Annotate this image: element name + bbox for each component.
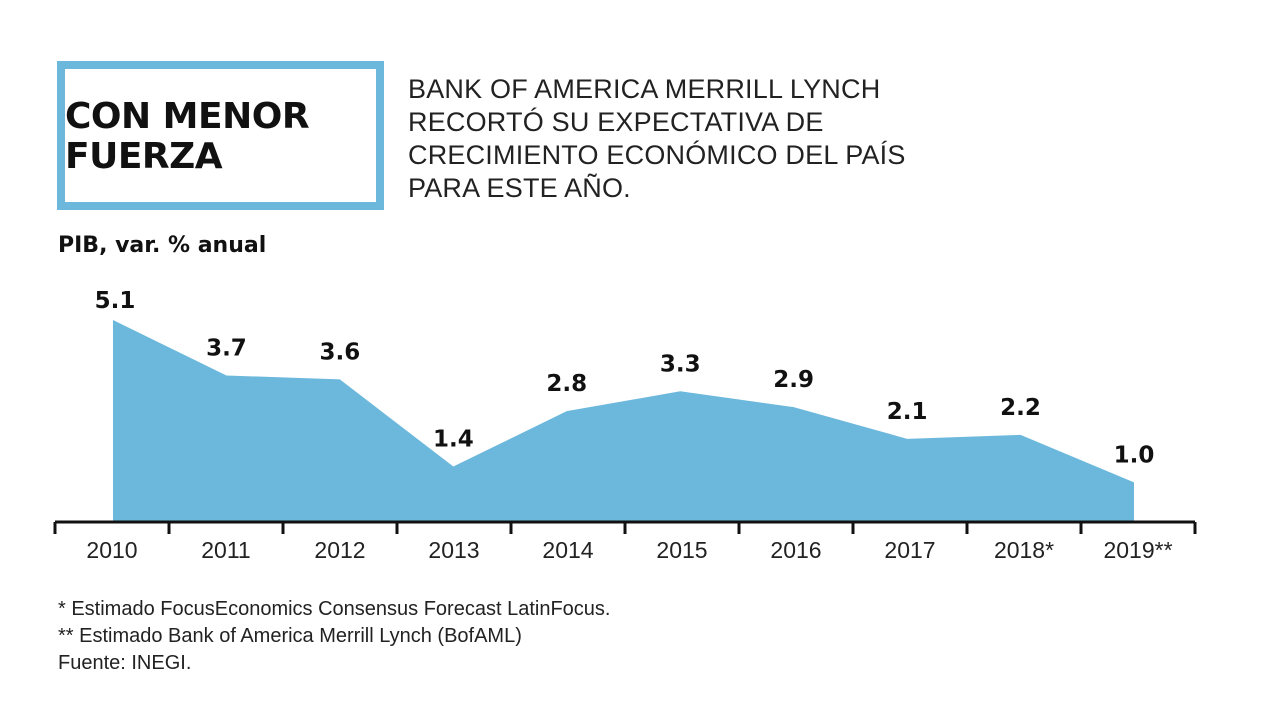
series-area: [113, 320, 1134, 522]
chart-subtitle: BANK OF AMERICA MERRILL LYNCH RECORTÓ SU…: [408, 74, 906, 203]
x-tick-label-2017: 2017: [884, 537, 935, 563]
footnote-source: Fuente: INEGI.: [58, 652, 192, 674]
value-label-2019: 1.0: [1114, 442, 1155, 468]
value-label-2014: 2.8: [546, 371, 587, 397]
value-label-2017: 2.1: [887, 399, 928, 425]
value-label-2011: 3.7: [206, 335, 247, 361]
x-tick-label-2015: 2015: [656, 537, 707, 563]
footnote-estimate-focus: * Estimado FocusEconomics Consensus Fore…: [58, 598, 611, 620]
value-label-2016: 2.9: [773, 367, 814, 393]
value-label-2018: 2.2: [1000, 395, 1041, 421]
title-box: CON MENOR FUERZA: [57, 61, 384, 210]
x-tick-label-2013: 2013: [428, 537, 479, 563]
x-tick-label-2014: 2014: [542, 537, 593, 563]
value-label-2013: 1.4: [433, 427, 474, 453]
value-label-2010: 5.1: [95, 288, 136, 314]
footnote-estimate-bofaml: ** Estimado Bank of America Merrill Lync…: [58, 625, 522, 647]
x-tick-label-2018: 2018*: [994, 537, 1054, 563]
x-tick-label-2016: 2016: [770, 537, 821, 563]
x-tick-label-2019: 2019**: [1103, 537, 1172, 563]
value-label-2012: 3.6: [320, 339, 361, 365]
x-tick-label-2012: 2012: [314, 537, 365, 563]
value-label-2015: 3.3: [660, 351, 701, 377]
x-tick-label-2010: 2010: [86, 537, 137, 563]
footnotes: * Estimado FocusEconomics Consensus Fore…: [58, 596, 610, 677]
x-tick-label-2011: 2011: [201, 537, 250, 563]
chart-title: CON MENOR FUERZA: [65, 96, 310, 177]
y-axis-label: PIB, var. % anual: [58, 233, 267, 258]
